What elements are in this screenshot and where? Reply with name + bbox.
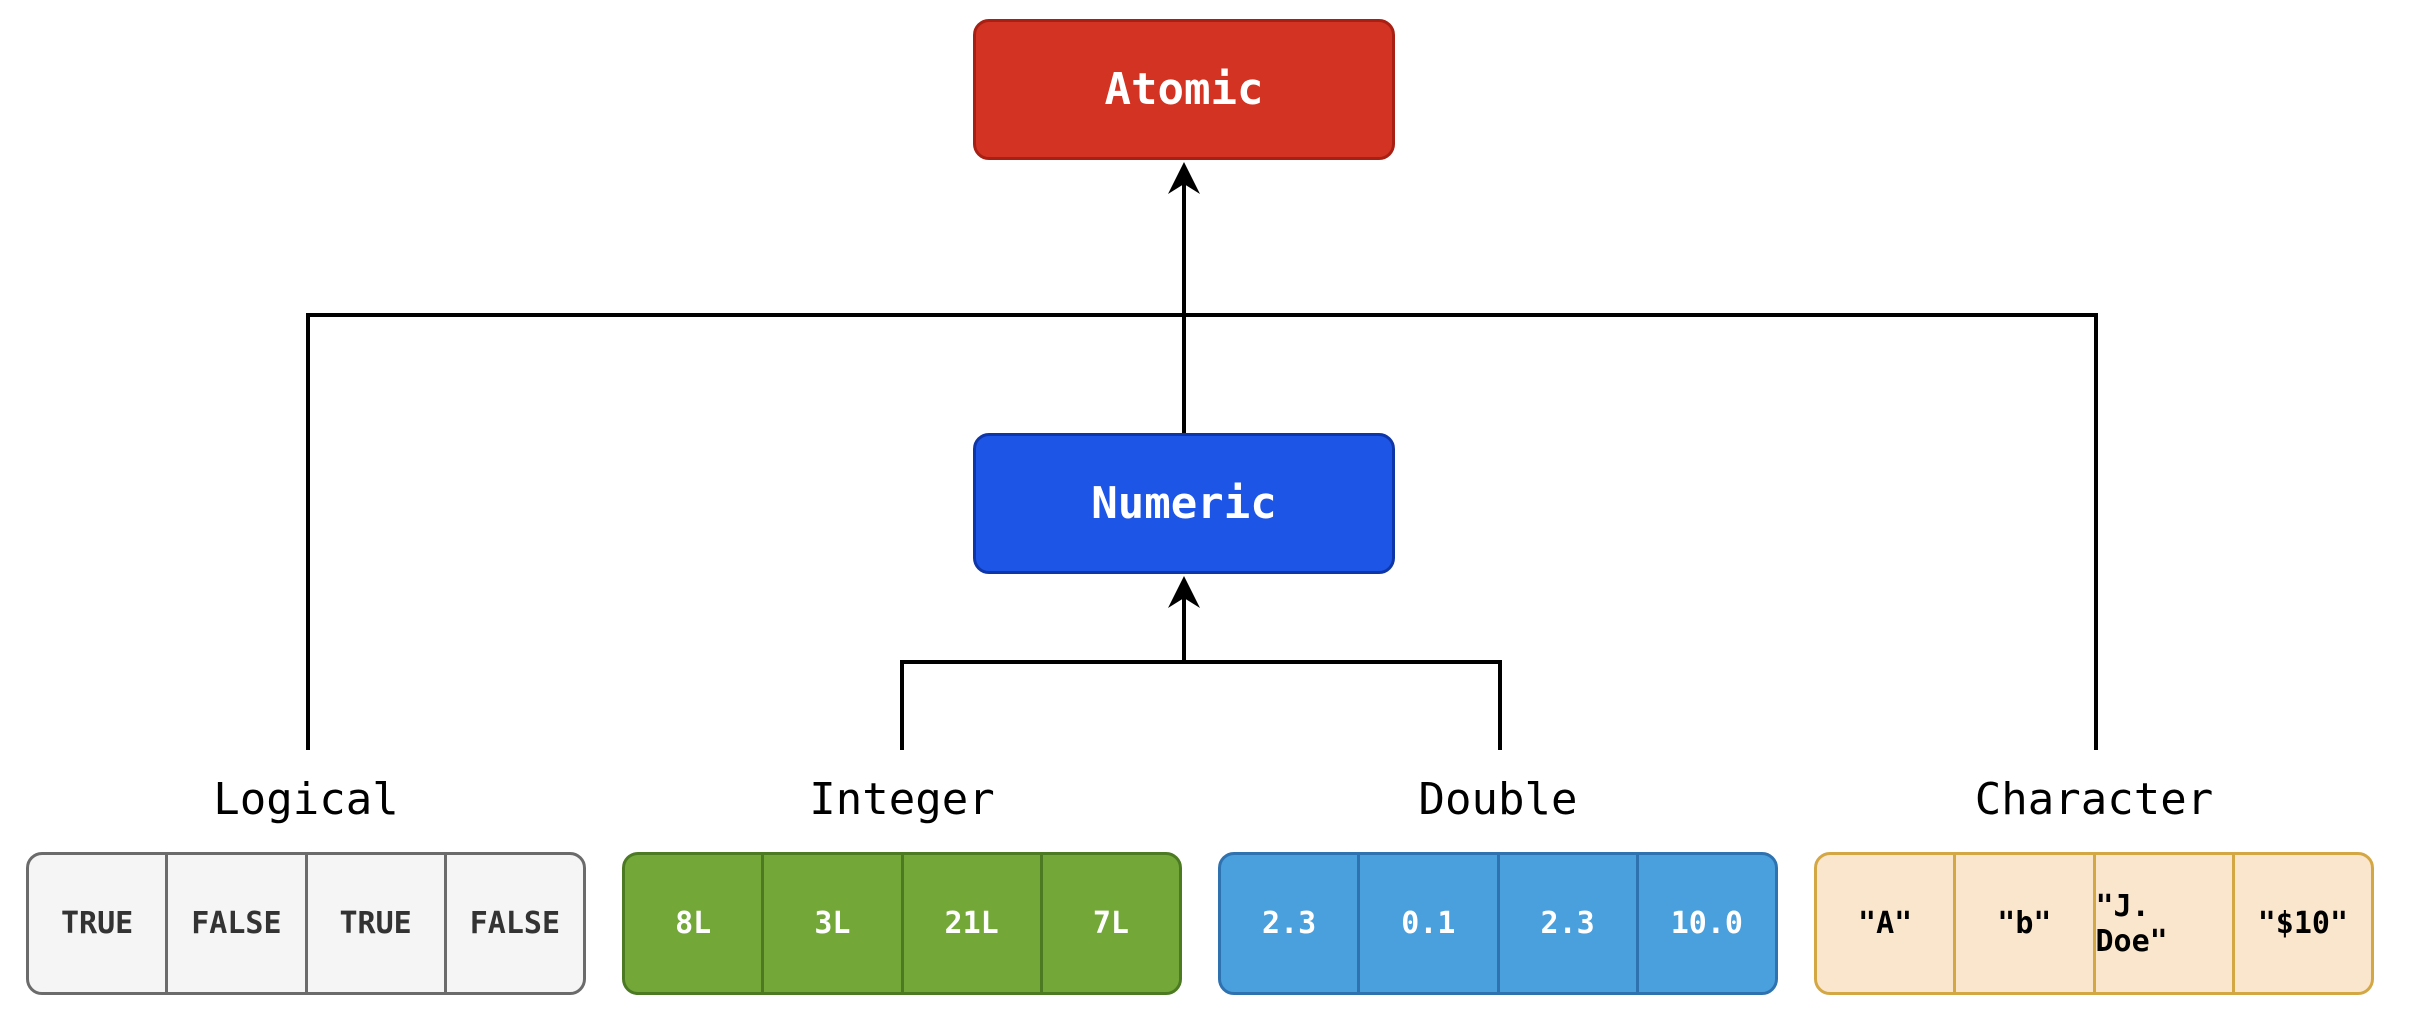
- numeric-arrowhead: [1168, 576, 1200, 608]
- logical-vector: TRUE FALSE TRUE FALSE: [26, 852, 586, 995]
- integer-cell: 7L: [1039, 855, 1179, 992]
- double-vector: 2.3 0.1 2.3 10.0: [1218, 852, 1778, 995]
- numeric-label: Numeric: [1091, 478, 1277, 529]
- character-cell: "b": [1953, 855, 2092, 992]
- atomic-label: Atomic: [1104, 64, 1264, 115]
- logical-to-atomic-connector: [306, 313, 2098, 750]
- character-label: Character: [1974, 774, 2214, 825]
- double-label: Double: [1418, 774, 1578, 825]
- integer-label: Integer: [809, 774, 995, 825]
- integer-cell: 8L: [675, 906, 712, 941]
- character-cell: "$10": [2231, 855, 2371, 992]
- double-cell: 0.1: [1357, 855, 1496, 992]
- character-cell: "J. Doe": [2092, 855, 2232, 992]
- numeric-node: Numeric: [973, 433, 1395, 574]
- logical-cell: FALSE: [443, 855, 583, 992]
- integer-cell: 21L: [900, 855, 1040, 992]
- double-cell: 2.3: [1262, 906, 1317, 941]
- double-cell: 10.0: [1635, 855, 1775, 992]
- double-cell: 2.3: [1496, 855, 1636, 992]
- logical-cell: TRUE: [304, 855, 444, 992]
- atomic-arrowhead: [1168, 162, 1200, 194]
- integer-vector: 8L 3L 21L 7L: [622, 852, 1182, 995]
- character-vector: "A" "b" "J. Doe" "$10": [1814, 852, 2374, 995]
- logical-label: Logical: [213, 774, 399, 825]
- integer-cell: 3L: [761, 855, 900, 992]
- atomic-node: Atomic: [973, 19, 1395, 160]
- logical-cell: FALSE: [165, 855, 304, 992]
- logical-cell: TRUE: [61, 906, 134, 941]
- integer-double-connector: [900, 660, 1502, 750]
- character-cell: "A": [1858, 906, 1913, 941]
